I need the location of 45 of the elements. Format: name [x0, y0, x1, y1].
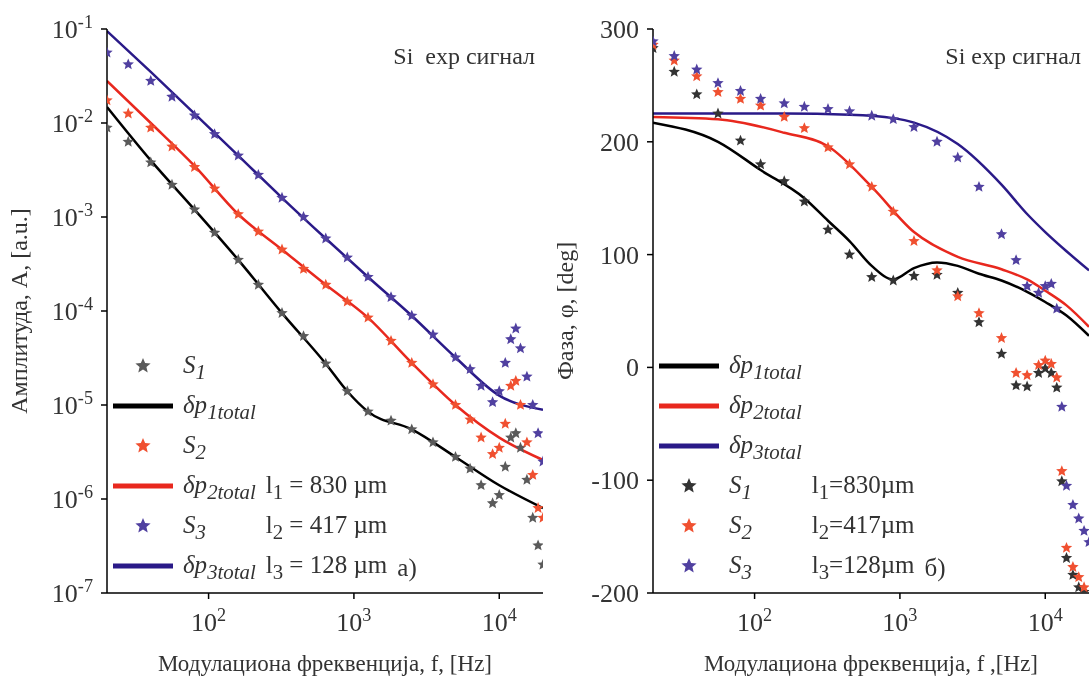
y-tick-label: 300 — [600, 15, 639, 44]
y-tick-label: 10$^{-7}$ — [51, 576, 93, 608]
y-tick-label: 10$^{-2}$ — [51, 106, 93, 138]
x-axis-title: Модулациона фреквенција, f ,[Hz] — [703, 651, 1039, 676]
x-axis-title: Модулациона фреквенција, f, [Hz] — [157, 651, 493, 676]
y-tick-label: 10$^{-5}$ — [51, 388, 93, 420]
legend-label: S$_{1}$ — [729, 471, 753, 505]
y-tick-label: 10$^{-1}$ — [51, 12, 93, 44]
legend-label: δp$_{2total}$ — [183, 471, 256, 505]
annotation: l$_{2}$=417µm — [811, 511, 915, 545]
legend-label: S$_{2}$ — [729, 511, 753, 545]
y-tick-label: 10$^{-3}$ — [51, 200, 93, 232]
y-tick-label: 10$^{-6}$ — [51, 482, 93, 514]
y-tick-label: 10$^{-4}$ — [51, 294, 93, 326]
annotation: l$_{3}$=128µm — [811, 551, 915, 585]
y-tick-label: 200 — [600, 127, 639, 157]
y-tick-label: 0 — [626, 353, 639, 383]
annotation: l$_{2}$ = 417 µm — [265, 511, 388, 545]
legend-label: S$_{3}$ — [183, 511, 207, 545]
y-tick-label: -200 — [591, 579, 639, 608]
x-tick-label: 10$^{4}$ — [481, 605, 517, 637]
annotation: Si exp сигнал — [393, 43, 535, 70]
annotation: a) — [397, 554, 417, 582]
legend-label: S$_{2}$ — [183, 431, 207, 465]
legend-label: δp$_{1total}$ — [183, 391, 256, 425]
x-tick-label: 10$^{2}$ — [191, 605, 227, 637]
x-tick-label: 10$^{2}$ — [737, 605, 773, 637]
legend-label: δp$_{3total}$ — [183, 551, 256, 585]
annotation: l$_{1}$=830µm — [811, 471, 915, 505]
annotation: l$_{1}$ = 830 µm — [265, 471, 388, 505]
y-axis-title: Амплитуда, A, [a.u.] — [5, 208, 32, 414]
legend-label: S$_{3}$ — [729, 551, 753, 585]
legend-label: δp$_{1total}$ — [729, 351, 802, 385]
x-tick-label: 10$^{3}$ — [882, 605, 918, 637]
legend-label: S$_{1}$ — [183, 351, 207, 385]
annotation: б) — [924, 554, 946, 582]
annotation: l$_{3}$ = 128 µm — [265, 551, 388, 585]
y-tick-label: 100 — [600, 240, 639, 270]
x-tick-label: 10$^{3}$ — [336, 605, 372, 637]
x-tick-label: 10$^{4}$ — [1027, 605, 1063, 637]
annotation: Si exp сигнал — [945, 43, 1081, 70]
y-axis-title: Фаза, φ, [deg] — [551, 241, 578, 381]
legend-label: δp$_{2total}$ — [729, 391, 802, 425]
legend-label: δp$_{3total}$ — [729, 431, 802, 465]
y-tick-label: -100 — [591, 466, 639, 496]
